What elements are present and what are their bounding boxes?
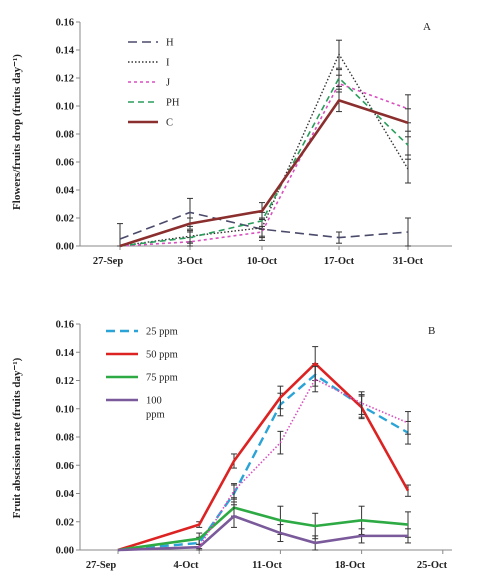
panel-a-y-tick-label: 0.08: [56, 130, 74, 141]
panel-a-series-ph: [119, 69, 411, 247]
panel-b-y-tick-label: 0.02: [56, 517, 74, 528]
panel-a-y-tick-label: 0.02: [56, 214, 74, 225]
panel-a-x-tick-label: 10-Oct: [247, 256, 278, 267]
panel-b-x-tick-label: 18-Oct: [335, 560, 366, 571]
panel-a-x-tick-label: 31-Oct: [393, 256, 424, 267]
panel-a-series-line: [119, 99, 409, 248]
panel-b-legend-label: 50 ppm: [146, 350, 178, 361]
legend-label-line: 100: [146, 396, 162, 407]
panel-a-legend-label: I: [166, 58, 170, 69]
panel-a-y-tick-label: 0.00: [56, 242, 74, 253]
panel-a-series-h: [117, 197, 411, 247]
panel-a-series-line: [119, 53, 409, 247]
panel-b-y-tick-label: 0.08: [56, 433, 74, 444]
panel-a-x-tick-label: 3-Oct: [177, 256, 203, 267]
panel-b-label: B: [428, 325, 435, 337]
panel-a-legend-label: J: [166, 78, 170, 89]
panel-a: Flowers/fruits drop (fruits day⁻¹) A 0.0…: [11, 18, 452, 267]
panel-b-series-line: [198, 378, 409, 548]
panel-b-y-tick-label: 0.12: [56, 376, 74, 387]
panel-a-y-tick-label: 0.14: [56, 46, 75, 57]
panel-a-y-tick-label: 0.10: [56, 102, 74, 113]
panel-a-legend-label: C: [166, 118, 173, 129]
panel-a-y-tick-label: 0.16: [56, 18, 74, 29]
panel-a-y-axis-label: Flowers/fruits drop (fruits day⁻¹): [11, 54, 23, 210]
panel-b-y-tick-label: 0.16: [56, 320, 74, 331]
panel-a-legend-label: H: [166, 38, 174, 49]
panel-b-x-tick-label: 11-Oct: [252, 560, 282, 571]
panel-b-y-tick-label: 0.14: [56, 348, 75, 359]
panel-a-y-tick-label: 0.04: [56, 186, 75, 197]
panel-b-y-tick-label: 0.06: [56, 461, 74, 472]
legend-label-line: ppm: [146, 410, 165, 421]
panel-a-y-tick-label: 0.12: [56, 74, 74, 85]
panel-b-x-tick-label: 25-Oct: [417, 560, 448, 571]
panel-a-x-tick-label: 17-Oct: [324, 256, 355, 267]
panel-b-series-line: [117, 506, 409, 552]
panel-a-legend-label: PH: [166, 98, 180, 109]
panel-b-legend-label: 75 ppm: [146, 373, 178, 384]
panel-b: Fruit abscission rate (fruits day⁻¹) B 0…: [11, 320, 452, 571]
panel-b-x-tick-label: 27-Sep: [86, 560, 116, 571]
panel-a-y-tick-label: 0.06: [56, 158, 74, 169]
panel-b-legend-label: 25 ppm: [146, 327, 178, 338]
panel-b-series-75-ppm: [117, 498, 411, 552]
panel-a-series-line: [119, 77, 409, 247]
panel-b-y-tick-label: 0.10: [56, 404, 74, 415]
panel-b-legend-label: 100 ppm: [146, 396, 165, 421]
panel-a-series-line: [119, 211, 409, 240]
panel-b-y-tick-label: 0.00: [56, 546, 74, 557]
panel-a-x-tick-label: 27-Sep: [93, 256, 123, 267]
panel-a-label: A: [423, 21, 431, 33]
panel-a-series-c: [119, 88, 411, 248]
panel-b-y-tick-label: 0.04: [56, 489, 75, 500]
panel-b-y-axis-label: Fruit abscission rate (fruits day⁻¹): [11, 357, 23, 518]
panel-b-x-tick-label: 4-Oct: [173, 560, 199, 571]
panel-b-series-unnamed: [198, 365, 411, 548]
